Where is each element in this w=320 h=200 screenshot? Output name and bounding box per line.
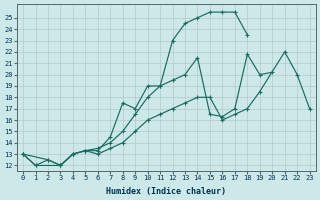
X-axis label: Humidex (Indice chaleur): Humidex (Indice chaleur)	[106, 187, 226, 196]
